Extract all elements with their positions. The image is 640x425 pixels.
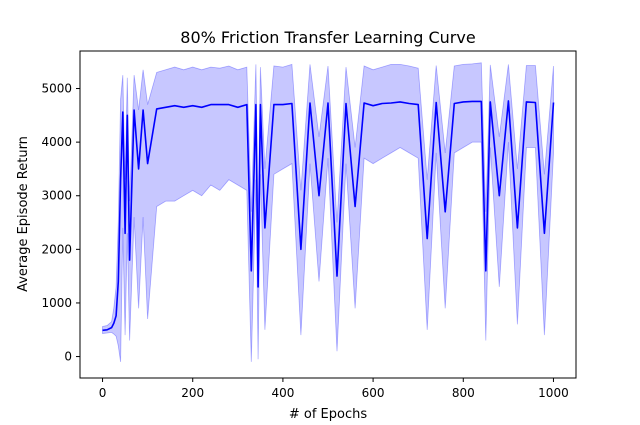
x-tick-label: 400 — [271, 386, 294, 400]
y-axis-label: Average Episode Return — [16, 136, 31, 292]
x-tick-label: 200 — [181, 386, 204, 400]
x-tick-label: 0 — [99, 386, 107, 400]
x-axis: 0 200 400 600 800 1000 — [99, 378, 569, 400]
y-axis: 0 1000 2000 3000 4000 5000 — [41, 82, 80, 364]
y-tick-label: 0 — [64, 350, 72, 364]
x-axis-label: # of Epochs — [289, 407, 367, 422]
x-tick-label: 1000 — [538, 386, 569, 400]
plot-area — [102, 62, 555, 362]
mean-return-line — [102, 100, 555, 332]
axes-frame — [79, 50, 577, 379]
x-tick-label: 600 — [362, 386, 385, 400]
y-tick-label: 1000 — [41, 296, 72, 310]
y-tick-label: 3000 — [41, 189, 72, 203]
chart-title: 80% Friction Transfer Learning Curve — [180, 28, 475, 47]
y-tick-label: 4000 — [41, 135, 72, 149]
x-tick-label: 800 — [452, 386, 475, 400]
y-tick-label: 2000 — [41, 242, 72, 256]
variance-band — [102, 62, 554, 362]
y-tick-label: 5000 — [41, 82, 72, 96]
